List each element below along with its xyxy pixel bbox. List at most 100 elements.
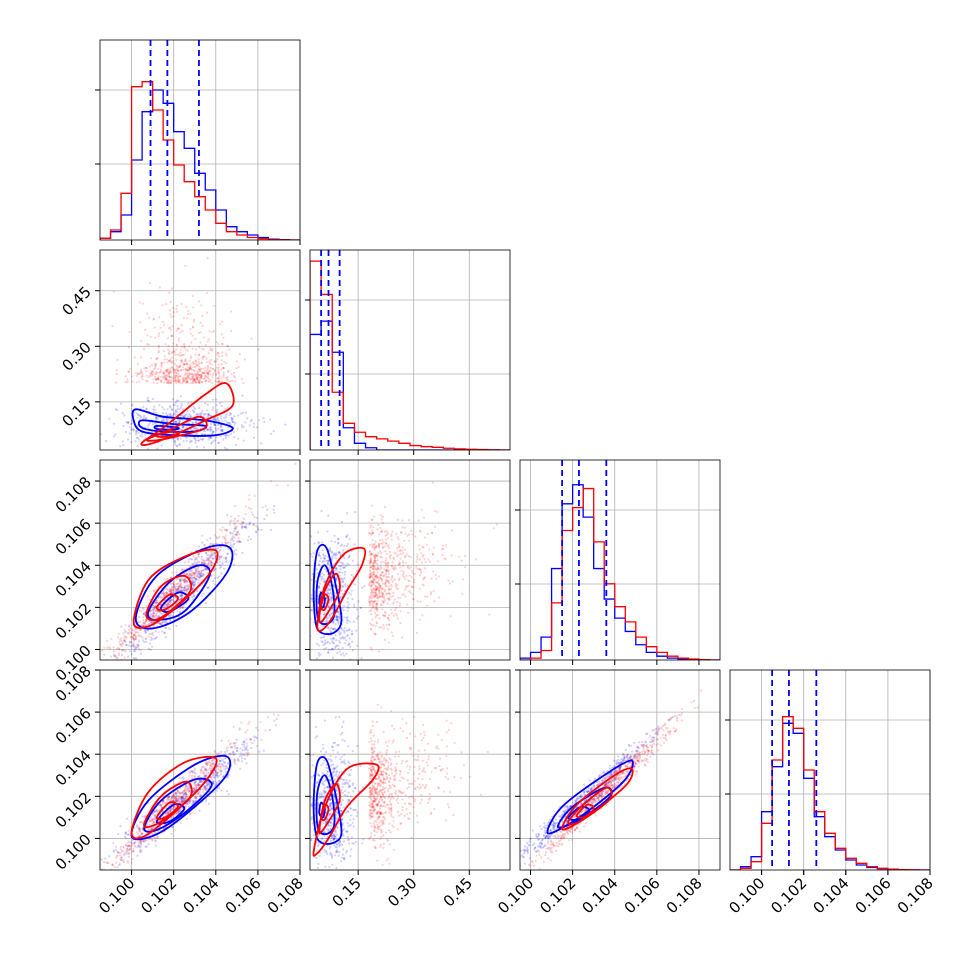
scatter-point-blue	[236, 757, 239, 760]
scatter-point-red	[230, 329, 233, 332]
scatter-point-red	[172, 315, 175, 318]
scatter-point-blue	[231, 752, 234, 756]
scatter-point-red	[385, 552, 388, 555]
scatter-point-blue	[166, 589, 169, 592]
scatter-point-red	[385, 570, 388, 573]
scatter-point-red	[228, 523, 231, 526]
scatter-point-blue	[238, 540, 241, 544]
scatter-point-blue	[210, 776, 213, 779]
scatter-point-blue	[337, 542, 340, 545]
scatter-point-red	[132, 637, 135, 641]
scatter-point-red	[392, 602, 395, 605]
scatter-point-red	[124, 380, 127, 383]
scatter-point-red	[120, 639, 123, 643]
scatter-point-red	[202, 367, 205, 370]
scatter-point-blue	[195, 780, 198, 783]
scatter-point-blue	[348, 554, 351, 557]
scatter-point-blue	[222, 765, 225, 768]
scatter-point-red	[383, 505, 387, 508]
contour-series-2	[140, 382, 235, 447]
scatter-point-blue	[179, 406, 182, 409]
scatter-point-blue	[185, 585, 188, 588]
scatter-point-red	[380, 587, 383, 590]
scatter-point-blue	[152, 620, 155, 623]
scatter-point-red	[378, 589, 381, 592]
scatter-point-red	[197, 552, 200, 555]
panel-frame	[99, 39, 301, 241]
scatter-point-blue	[322, 635, 326, 638]
scatter-point-red	[109, 647, 112, 650]
scatter-point-red	[195, 380, 198, 384]
scatter-point-red	[375, 576, 378, 579]
scatter-point-red	[221, 380, 224, 383]
scatter-point-red	[129, 635, 133, 638]
scatter-point-red	[127, 346, 131, 349]
scatter-point-red	[216, 771, 219, 774]
scatter-point-red	[165, 587, 168, 590]
scatter-point-blue	[153, 818, 156, 821]
scatter-point-red	[187, 583, 190, 587]
scatter-point-blue	[211, 432, 214, 435]
scatter-point-red	[170, 371, 173, 374]
scatter-point-red	[106, 861, 109, 864]
scatter-point-blue	[225, 557, 228, 560]
scatter-point-red	[178, 598, 181, 601]
scatter-point-blue	[125, 847, 129, 850]
scatter-point-red	[141, 636, 144, 639]
scatter-point-red	[376, 528, 379, 531]
scatter-point-red	[369, 596, 372, 599]
scatter-point-blue	[346, 605, 349, 608]
panel-background	[100, 40, 300, 240]
scatter-point-red	[144, 623, 147, 626]
scatter-point-red	[158, 371, 161, 374]
scatter-point-red	[381, 529, 384, 532]
scatter-point-red	[195, 376, 199, 379]
scatter-point-red	[117, 632, 120, 635]
scatter-point-blue	[210, 575, 213, 578]
scatter-point-blue	[233, 530, 236, 533]
scatter-point-red	[376, 585, 379, 588]
scatter-point-red	[120, 859, 123, 862]
scatter-point-blue	[177, 438, 180, 441]
scatter-point-red	[173, 376, 176, 379]
scatter-point-blue	[343, 642, 347, 645]
scatter-point-red	[189, 572, 192, 575]
scatter-point-red	[194, 359, 198, 362]
scatter-point-red	[375, 588, 378, 591]
scatter-point-blue	[318, 554, 321, 557]
scatter-point-blue	[162, 595, 165, 598]
scatter-point-red	[229, 380, 232, 383]
scatter-point-blue	[334, 553, 337, 556]
scatter-point-red	[196, 378, 199, 382]
scatter-point-red	[375, 607, 378, 611]
scatter-point-red	[435, 577, 438, 580]
scatter-point-blue	[207, 557, 210, 560]
scatter-point-red	[193, 377, 196, 380]
scatter-point-blue	[204, 567, 207, 570]
scatter-point-red	[237, 519, 240, 522]
scatter-point-red	[97, 874, 99, 876]
scatter-point-red	[225, 529, 228, 532]
scatter-point-red	[186, 369, 189, 372]
scatter-point-red	[215, 765, 219, 768]
scatter-point-blue	[203, 785, 206, 788]
scatter-point-blue	[316, 572, 319, 575]
scatter-point-blue	[333, 627, 336, 630]
scatter-point-red	[172, 370, 176, 373]
scatter-point-red	[166, 591, 169, 594]
scatter-point-red	[217, 377, 220, 380]
scatter-point-blue	[105, 440, 108, 443]
scatter-point-blue	[242, 517, 245, 520]
scatter-point-blue	[211, 398, 214, 401]
scatter-point-blue	[203, 446, 206, 449]
scatter-point-red	[370, 623, 373, 627]
scatter-point-blue	[233, 415, 236, 418]
scatter-point-blue	[130, 653, 133, 656]
scatter-point-red	[172, 582, 175, 585]
scatter-point-red	[202, 336, 206, 339]
scatter-point-blue	[355, 629, 358, 632]
scatter-point-blue	[195, 427, 198, 430]
scatter-point-red	[398, 602, 401, 605]
scatter-point-red	[196, 566, 199, 569]
scatter-point-blue	[130, 428, 133, 432]
